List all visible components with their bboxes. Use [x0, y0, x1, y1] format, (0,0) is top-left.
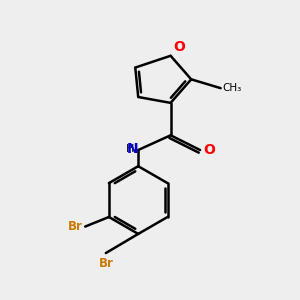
Text: O: O	[203, 143, 215, 157]
Text: CH₃: CH₃	[222, 83, 242, 93]
Text: Br: Br	[68, 220, 82, 233]
Text: Br: Br	[98, 257, 113, 271]
Text: H: H	[126, 143, 135, 154]
Text: N: N	[127, 142, 138, 155]
Text: O: O	[174, 40, 185, 54]
